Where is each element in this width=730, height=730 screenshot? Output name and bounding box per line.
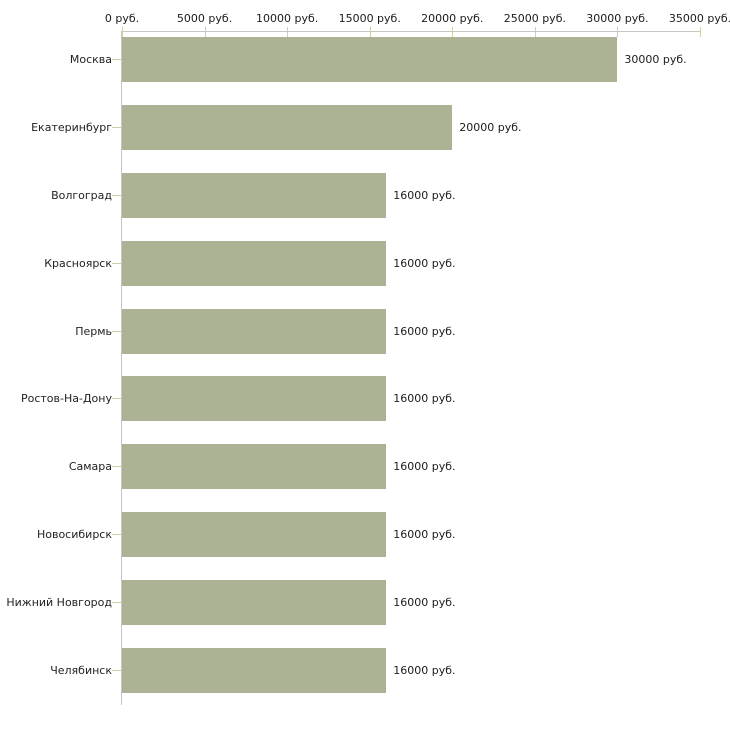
value-label: 20000 руб.: [459, 121, 522, 135]
category-tick-icon: [112, 669, 121, 671]
x-axis-tick-label: 30000 руб.: [586, 12, 649, 25]
category-tick-icon: [112, 466, 121, 468]
bar-row: Новосибирск 16000 руб.: [0, 501, 730, 569]
x-axis-tick: [534, 27, 536, 37]
category-label: Пермь: [75, 324, 112, 338]
bar: [122, 172, 387, 218]
value-label: 16000 руб.: [393, 188, 456, 202]
bar: [122, 647, 387, 693]
value-label: 16000 руб.: [393, 460, 456, 474]
x-axis-tick: [369, 27, 371, 37]
x-axis-tick-label: 15000 руб.: [338, 12, 401, 25]
bar-row: Москва 30000 руб.: [0, 26, 730, 94]
x-axis-tick-label: 20000 руб.: [421, 12, 484, 25]
value-label: 16000 руб.: [393, 663, 456, 677]
x-axis-tick: [122, 27, 123, 37]
bar: [122, 376, 387, 422]
category-label: Москва: [69, 53, 112, 67]
value-label: 16000 руб.: [393, 392, 456, 406]
x-axis-tick-label: 25000 руб.: [503, 12, 566, 25]
value-label: 16000 руб.: [393, 527, 456, 541]
category-label: Челябинск: [50, 663, 112, 677]
category-tick-icon: [112, 59, 121, 61]
category-label: Ростов-На-Дону: [20, 392, 112, 406]
category-tick-icon: [112, 127, 121, 129]
x-axis-tick: [204, 27, 206, 37]
bar: [122, 444, 387, 490]
bar-row: Самара 16000 руб.: [0, 433, 730, 501]
category-tick-icon: [112, 601, 121, 603]
category-label: Самара: [68, 460, 112, 474]
x-axis-tick-label: 0 руб.: [104, 12, 140, 25]
bar-row: Пермь 16000 руб.: [0, 297, 730, 365]
y-axis-line: [121, 31, 122, 705]
category-label: Волгоград: [51, 188, 112, 202]
x-axis-tick: [452, 27, 454, 37]
x-axis-line: [121, 31, 701, 32]
x-axis-tick: [287, 27, 289, 37]
category-tick-icon: [112, 194, 121, 196]
category-tick-icon: [112, 533, 121, 535]
bar-rows: Москва 30000 руб. Екатеринбург 20000 руб…: [0, 26, 730, 704]
bar: [122, 579, 387, 625]
bar-row: Красноярск 16000 руб.: [0, 229, 730, 297]
x-axis-tick-label: 35000 руб.: [668, 12, 730, 25]
bar: [122, 105, 453, 151]
value-label: 30000 руб.: [624, 53, 687, 67]
x-axis-tick-label: 5000 руб.: [176, 12, 233, 25]
value-label: 16000 руб.: [393, 256, 456, 270]
value-label: 16000 руб.: [393, 595, 456, 609]
x-axis-tick: [617, 27, 619, 37]
bar: [122, 37, 618, 83]
value-label: 16000 руб.: [393, 324, 456, 338]
x-axis-tick-label: 10000 руб.: [256, 12, 319, 25]
bar-row: Челябинск 16000 руб.: [0, 636, 730, 704]
bar-row: Волгоград 16000 руб.: [0, 162, 730, 230]
category-label: Красноярск: [44, 256, 112, 270]
bar-row: Екатеринбург 20000 руб.: [0, 94, 730, 162]
bar: [122, 308, 387, 354]
bar-row: Нижний Новгород 16000 руб.: [0, 568, 730, 636]
category-label: Екатеринбург: [31, 121, 112, 135]
bar: [122, 240, 387, 286]
bar: [122, 511, 387, 557]
category-label: Нижний Новгород: [6, 595, 112, 609]
category-tick-icon: [112, 330, 121, 332]
x-axis-tick: [700, 27, 701, 37]
bar-row: Ростов-На-Дону 16000 руб.: [0, 365, 730, 433]
category-tick-icon: [112, 398, 121, 400]
category-label: Новосибирск: [36, 527, 112, 541]
category-tick-icon: [112, 262, 121, 264]
